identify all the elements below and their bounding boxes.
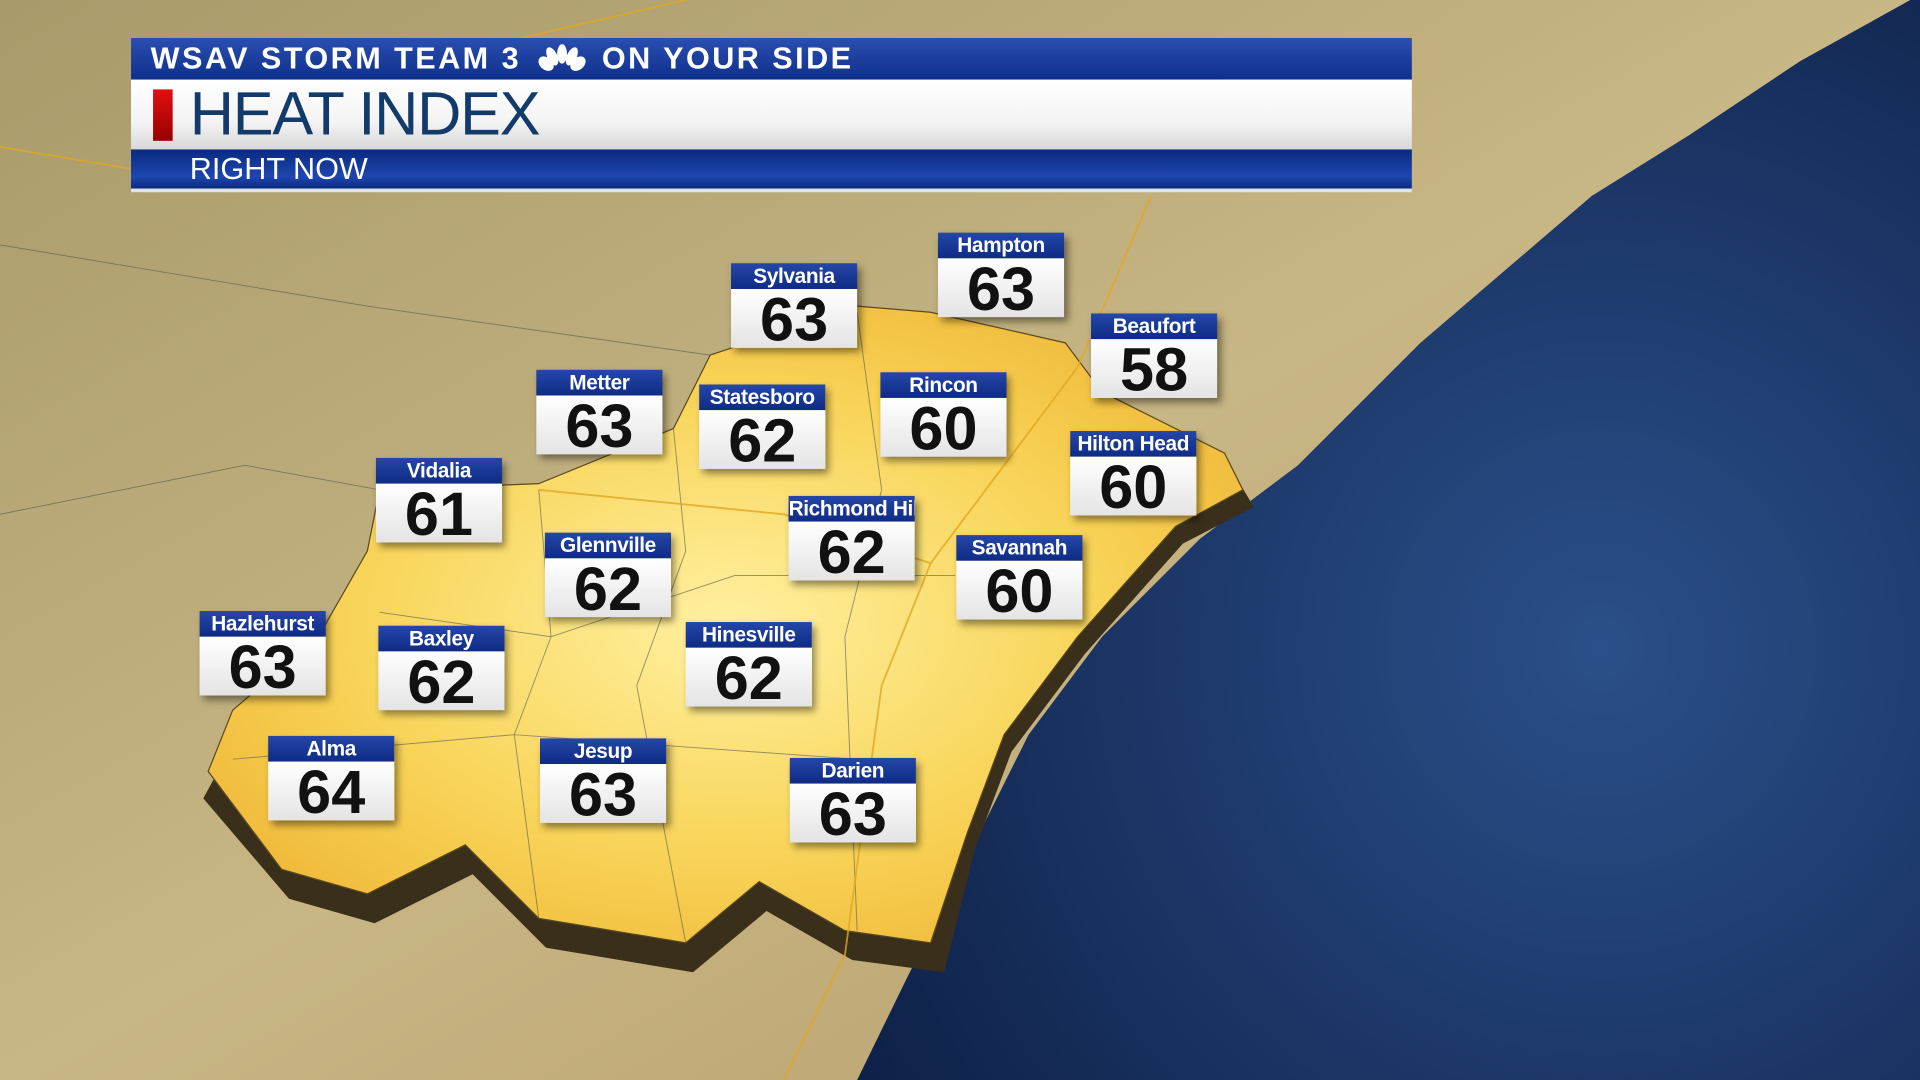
location-label: Richmond Hill 62 [788,495,915,583]
heat-index-value: 64 [268,762,395,823]
subtitle-bar: RIGHT NOW [131,149,1412,193]
location-name: Richmond Hill [788,495,915,522]
heat-index-value: 63 [937,258,1065,320]
location-name: Hampton [937,232,1065,259]
station-slogan: ON YOUR SIDE [601,41,854,76]
location-label: Hazlehurst 63 [199,611,326,698]
nbc-peacock-icon [537,44,586,71]
location-label: Sylvania 63 [731,263,858,350]
accent-bar [153,89,173,141]
heat-index-value: 60 [1070,457,1197,518]
heat-index-value: 63 [731,289,858,350]
location-name: Hinesville [685,622,812,648]
subtitle: RIGHT NOW [189,151,368,187]
location-name: Hilton Head [1070,431,1197,457]
location-label: Hilton Head 60 [1070,431,1197,518]
location-label: Hinesville 62 [685,622,812,709]
location-name: Darien [789,757,916,784]
heat-index-value: 62 [699,410,826,471]
location-name: Baxley [378,625,505,652]
location-label: Jesup 63 [540,738,667,825]
location-name: Beaufort [1091,313,1218,340]
heat-index-value: 58 [1091,339,1218,400]
location-name: Jesup [540,738,667,765]
header-banner: WSAV STORM TEAM 3 ON YOUR SIDE HEAT INDE… [131,37,1412,193]
location-label: Glennville 62 [544,532,672,620]
location-label: Savannah 60 [956,535,1083,622]
location-name: Hazlehurst [199,611,326,637]
heat-index-value: 63 [536,395,663,457]
ocean [857,0,1920,1080]
location-label: Hampton 63 [937,232,1065,320]
location-label: Darien 63 [789,757,916,845]
location-name: Alma [268,735,395,762]
location-label: Statesboro 62 [699,384,826,471]
heat-index-value: 63 [540,764,667,825]
location-label: Vidalia 61 [375,457,503,545]
location-name: Vidalia [375,457,503,484]
location-label: Baxley 62 [378,625,505,713]
location-name: Savannah [956,535,1083,561]
location-label: Beaufort 58 [1091,313,1218,400]
station-bar: WSAV STORM TEAM 3 ON YOUR SIDE [131,37,1412,80]
heat-index-value: 61 [375,484,503,545]
heat-index-value: 63 [199,637,326,698]
page-title: HEAT INDEX [189,79,541,149]
heat-index-value: 62 [378,651,505,713]
heat-index-value: 62 [544,558,672,620]
title-bar: HEAT INDEX [131,79,1412,150]
heat-index-value: 62 [788,521,915,583]
location-label: Metter 63 [536,369,663,457]
location-name: Metter [536,369,663,396]
heat-index-value: 60 [880,398,1007,459]
heat-index-value: 63 [789,784,916,845]
station-name: WSAV STORM TEAM 3 [150,41,522,76]
heat-index-value: 62 [685,648,812,709]
location-name: Rincon [880,372,1007,398]
location-name: Statesboro [699,384,826,411]
location-name: Sylvania [731,263,858,289]
location-label: Alma 64 [268,735,395,823]
heat-index-value: 60 [956,561,1083,622]
location-label: Rincon 60 [880,372,1007,459]
location-name: Glennville [544,532,672,559]
